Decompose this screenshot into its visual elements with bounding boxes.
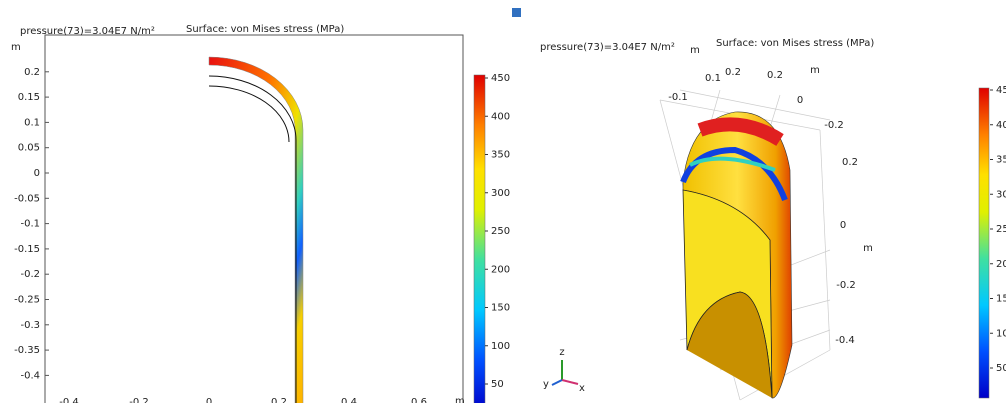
y-tick-label: -0.1: [20, 219, 40, 230]
y-unit: m: [11, 42, 21, 53]
colorbar-label: 150: [996, 294, 1006, 305]
triad: [551, 360, 579, 386]
colorbar-label: 200: [996, 259, 1006, 270]
y-tick-label: 0: [34, 168, 40, 179]
axis-3d-label: m: [810, 65, 820, 76]
axis-3d-label: m: [690, 45, 700, 56]
y-tick-label: -0.4: [20, 370, 40, 381]
y-tick-label: 0.05: [18, 143, 40, 154]
y-tick-label: 0.15: [18, 92, 40, 103]
axis-3d-label: -0.2: [836, 280, 856, 291]
colorbar-label: 50: [491, 379, 504, 390]
y-tick-label: 0.1: [24, 117, 40, 128]
plot-frame: [44, 34, 464, 403]
colorbar-label: 450: [996, 85, 1006, 96]
colorbar: [473, 74, 486, 403]
y-tick-label: -0.15: [14, 244, 40, 255]
triad-label: x: [579, 383, 585, 394]
y-tick-label: -0.25: [14, 295, 40, 306]
axis-3d-label: -0.4: [835, 335, 855, 346]
colorbar-label: 350: [996, 155, 1006, 166]
pressure-label: pressure(73)=3.04E7 N/m²: [540, 42, 675, 53]
axis-3d-label: -0.2: [824, 120, 844, 131]
colorbar-label: 300: [996, 189, 1006, 200]
colorbar-label: 100: [996, 328, 1006, 339]
colorbar-label: 450: [491, 73, 510, 84]
colorbar-label: 100: [491, 341, 510, 352]
x-tick-label: -0.4: [59, 397, 79, 403]
x-tick-label: 0.4: [341, 397, 357, 403]
plot-title: Surface: von Mises stress (MPa): [186, 24, 344, 35]
x-tick-label: 0.2: [271, 397, 287, 403]
axis-3d-label: 0.2: [842, 157, 858, 168]
axis-3d-label: 0.1: [705, 73, 721, 84]
pressure-label: pressure(73)=3.04E7 N/m²: [20, 26, 155, 37]
undeformed-outline: [208, 75, 297, 403]
window-icon[interactable]: [512, 8, 521, 17]
colorbar-label: 250: [996, 224, 1006, 235]
colorbar-label: 400: [996, 120, 1006, 131]
colorbar-label: 300: [491, 188, 510, 199]
axis-3d-label: m: [863, 243, 873, 254]
axis-3d-label: 0.2: [725, 67, 741, 78]
stress-band: [697, 117, 784, 147]
x-tick-label: 0: [206, 397, 212, 403]
colorbar-label: 50: [996, 363, 1006, 374]
triad-label: z: [559, 347, 564, 358]
triad-label: y: [543, 379, 549, 390]
colorbar-label: 350: [491, 150, 510, 161]
axis-3d-label: 0: [797, 95, 803, 106]
colorbar-label: 150: [491, 303, 510, 314]
x-tick-label: 0.6: [411, 397, 427, 403]
colorbar-label: 250: [491, 226, 510, 237]
axis-3d-label: 0.2: [767, 70, 783, 81]
vessel-opening: [686, 291, 773, 399]
y-tick-label: 0.2: [24, 67, 40, 78]
y-tick-label: -0.05: [14, 193, 40, 204]
x-tick-label: -0.2: [129, 397, 149, 403]
colorbar-label: 400: [491, 111, 510, 122]
plot-title: Surface: von Mises stress (MPa): [716, 38, 874, 49]
y-tick-label: -0.2: [20, 269, 40, 280]
stress-band: [689, 156, 776, 172]
axis-3d-label: 0: [840, 220, 846, 231]
y-tick-label: -0.3: [20, 320, 40, 331]
colorbar: [978, 87, 990, 399]
y-tick-label: -0.35: [14, 345, 40, 356]
colorbar-label: 200: [491, 264, 510, 275]
axis-3d-label: -0.1: [668, 92, 688, 103]
x-unit: m: [455, 396, 465, 403]
